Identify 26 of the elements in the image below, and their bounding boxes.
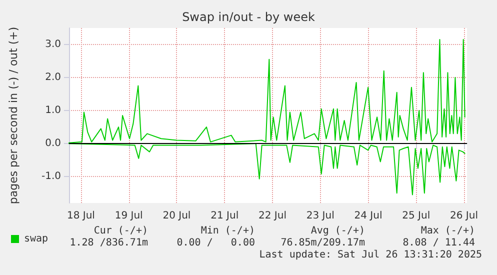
x-tick-label: 21 Jul bbox=[210, 210, 239, 222]
x-tick-label: 25 Jul bbox=[402, 210, 430, 222]
y-axis-title: pages per second in (-) / out (+) bbox=[7, 26, 20, 204]
x-tick-label: 19 Jul bbox=[114, 210, 143, 222]
text: 1.28 /836.71m bbox=[70, 238, 148, 248]
x-tick-label: 20 Jul bbox=[162, 210, 191, 222]
text: 76.85m/209.17m bbox=[280, 238, 365, 248]
text: Min (-/+) bbox=[200, 226, 255, 236]
x-tick-label: 23 Jul bbox=[306, 210, 334, 222]
y-tick-label: 3.0 bbox=[45, 39, 61, 50]
x-tick-label: 26 Jul bbox=[450, 210, 478, 222]
text: Avg (-/+) bbox=[310, 226, 365, 236]
text: Last update: Sat Jul 26 13:31:20 2025 bbox=[259, 250, 482, 260]
y-tick-label: 2.0 bbox=[45, 72, 61, 84]
x-tick-label: 18 Jul bbox=[66, 210, 95, 222]
text: Cur (-/+) bbox=[94, 226, 148, 236]
y-tick-label: -1.0 bbox=[41, 171, 61, 182]
y-tick-label: 0.0 bbox=[45, 138, 61, 150]
x-tick-label: 24 Jul bbox=[354, 210, 382, 222]
legend-label: swap bbox=[24, 234, 48, 244]
y-tick-label: 1.0 bbox=[45, 105, 61, 116]
text: Max (-/+) bbox=[420, 226, 475, 236]
chart-title: Swap in/out - by week bbox=[182, 10, 315, 24]
x-tick-label: 22 Jul bbox=[258, 210, 286, 222]
text: 0.00 / 0.00 bbox=[176, 238, 255, 248]
text: 8.08 / 11.44 bbox=[402, 238, 475, 248]
